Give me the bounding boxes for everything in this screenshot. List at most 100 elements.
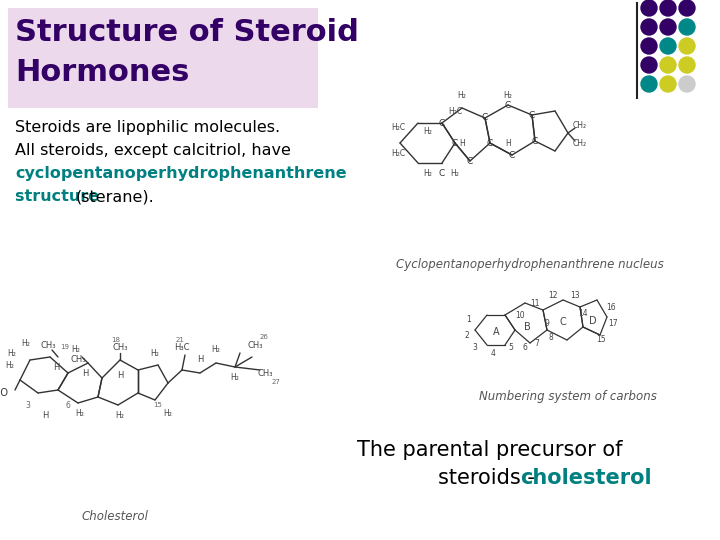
Text: 16: 16 bbox=[606, 302, 616, 312]
Text: steroids -: steroids - bbox=[438, 468, 541, 488]
Text: CH₃: CH₃ bbox=[257, 368, 273, 377]
Text: H: H bbox=[505, 138, 511, 147]
Text: H₂: H₂ bbox=[423, 126, 433, 136]
Text: H₂: H₂ bbox=[71, 346, 81, 354]
Text: CH₃: CH₃ bbox=[40, 341, 55, 349]
Text: 12: 12 bbox=[548, 291, 558, 300]
Text: H₂: H₂ bbox=[76, 408, 84, 417]
Text: H: H bbox=[117, 370, 123, 380]
Text: H₂: H₂ bbox=[150, 348, 159, 357]
Text: C: C bbox=[509, 151, 515, 159]
Text: structure: structure bbox=[15, 189, 104, 204]
Text: The parental precursor of: The parental precursor of bbox=[357, 440, 623, 460]
Text: 6: 6 bbox=[523, 343, 528, 353]
Text: H₂: H₂ bbox=[458, 91, 467, 99]
Text: HO: HO bbox=[0, 388, 8, 398]
Text: H: H bbox=[459, 138, 465, 147]
Text: H₂: H₂ bbox=[423, 168, 433, 178]
Text: 11: 11 bbox=[530, 299, 540, 307]
Text: CH₂: CH₂ bbox=[573, 138, 587, 147]
Text: H₂: H₂ bbox=[6, 361, 14, 369]
Circle shape bbox=[679, 19, 695, 35]
Text: Structure of Steroid: Structure of Steroid bbox=[15, 18, 359, 47]
Text: C: C bbox=[452, 138, 458, 147]
Text: H₂: H₂ bbox=[212, 346, 220, 354]
Text: H: H bbox=[53, 363, 59, 373]
Text: D: D bbox=[589, 316, 597, 326]
Text: 2: 2 bbox=[464, 330, 469, 340]
Text: C: C bbox=[532, 137, 538, 145]
Circle shape bbox=[660, 38, 676, 54]
Text: 5: 5 bbox=[508, 343, 513, 353]
Text: C: C bbox=[482, 113, 488, 123]
Text: cholesterol: cholesterol bbox=[520, 468, 652, 488]
Text: H₂: H₂ bbox=[230, 373, 240, 381]
Circle shape bbox=[660, 57, 676, 73]
Text: All steroids, except calcitriol, have: All steroids, except calcitriol, have bbox=[15, 143, 291, 158]
Text: H₂C: H₂C bbox=[391, 148, 405, 158]
Text: CH₃: CH₃ bbox=[112, 342, 127, 352]
Text: A: A bbox=[492, 327, 499, 337]
Text: H₂C: H₂C bbox=[391, 124, 405, 132]
Text: 15: 15 bbox=[153, 402, 163, 408]
Text: Cyclopentanoperhydrophenanthrene nucleus: Cyclopentanoperhydrophenanthrene nucleus bbox=[396, 258, 664, 271]
Circle shape bbox=[679, 38, 695, 54]
Text: C: C bbox=[439, 118, 445, 127]
Text: 10: 10 bbox=[516, 310, 525, 320]
Text: 6: 6 bbox=[66, 401, 71, 409]
Text: 15: 15 bbox=[596, 335, 606, 345]
Text: H₂: H₂ bbox=[163, 408, 172, 417]
Text: H₂: H₂ bbox=[503, 91, 513, 99]
Text: 3: 3 bbox=[26, 401, 30, 409]
Text: 17: 17 bbox=[608, 319, 618, 327]
Text: C: C bbox=[487, 138, 493, 147]
Text: H₂: H₂ bbox=[22, 339, 30, 348]
Text: H₂: H₂ bbox=[8, 348, 17, 357]
Circle shape bbox=[641, 19, 657, 35]
Text: C: C bbox=[467, 157, 473, 165]
Text: H: H bbox=[82, 368, 88, 377]
Text: C: C bbox=[559, 317, 567, 327]
Text: C: C bbox=[439, 168, 445, 178]
Text: 14: 14 bbox=[578, 308, 588, 318]
Circle shape bbox=[679, 0, 695, 16]
Circle shape bbox=[660, 76, 676, 92]
Text: H₂: H₂ bbox=[451, 168, 459, 178]
Text: 13: 13 bbox=[570, 291, 580, 300]
Text: H₃C: H₃C bbox=[174, 342, 190, 352]
Circle shape bbox=[641, 76, 657, 92]
Text: Hormones: Hormones bbox=[15, 58, 189, 87]
Text: 8: 8 bbox=[549, 333, 554, 341]
Text: B: B bbox=[523, 322, 531, 332]
Circle shape bbox=[679, 57, 695, 73]
Text: cyclopentanoperhydrophenanthrene: cyclopentanoperhydrophenanthrene bbox=[15, 166, 346, 181]
Text: 1: 1 bbox=[467, 315, 472, 325]
Text: CH₂: CH₂ bbox=[573, 120, 587, 130]
Text: H₂C: H₂C bbox=[448, 106, 462, 116]
Text: 21: 21 bbox=[176, 337, 184, 343]
Circle shape bbox=[660, 19, 676, 35]
FancyBboxPatch shape bbox=[8, 8, 318, 108]
Text: Numbering system of carbons: Numbering system of carbons bbox=[479, 390, 657, 403]
Text: 27: 27 bbox=[271, 379, 280, 385]
Text: 3: 3 bbox=[472, 343, 477, 353]
Text: 7: 7 bbox=[534, 339, 539, 348]
Text: (sterane).: (sterane). bbox=[76, 189, 155, 204]
Circle shape bbox=[641, 0, 657, 16]
Text: Steroids are lipophilic molecules.: Steroids are lipophilic molecules. bbox=[15, 120, 280, 135]
Text: H: H bbox=[42, 410, 48, 420]
Circle shape bbox=[679, 76, 695, 92]
Text: Cholesterol: Cholesterol bbox=[81, 510, 148, 523]
Circle shape bbox=[660, 0, 676, 16]
Text: C: C bbox=[529, 111, 535, 119]
Text: H₂: H₂ bbox=[116, 410, 125, 420]
Text: 19: 19 bbox=[60, 344, 70, 350]
Text: 4: 4 bbox=[490, 348, 495, 357]
Text: CH₃: CH₃ bbox=[71, 355, 86, 364]
Text: C: C bbox=[505, 100, 511, 110]
Text: 26: 26 bbox=[260, 334, 269, 340]
Circle shape bbox=[641, 57, 657, 73]
Text: 9: 9 bbox=[544, 319, 549, 327]
Text: 18: 18 bbox=[112, 337, 120, 343]
Text: H: H bbox=[197, 355, 203, 364]
